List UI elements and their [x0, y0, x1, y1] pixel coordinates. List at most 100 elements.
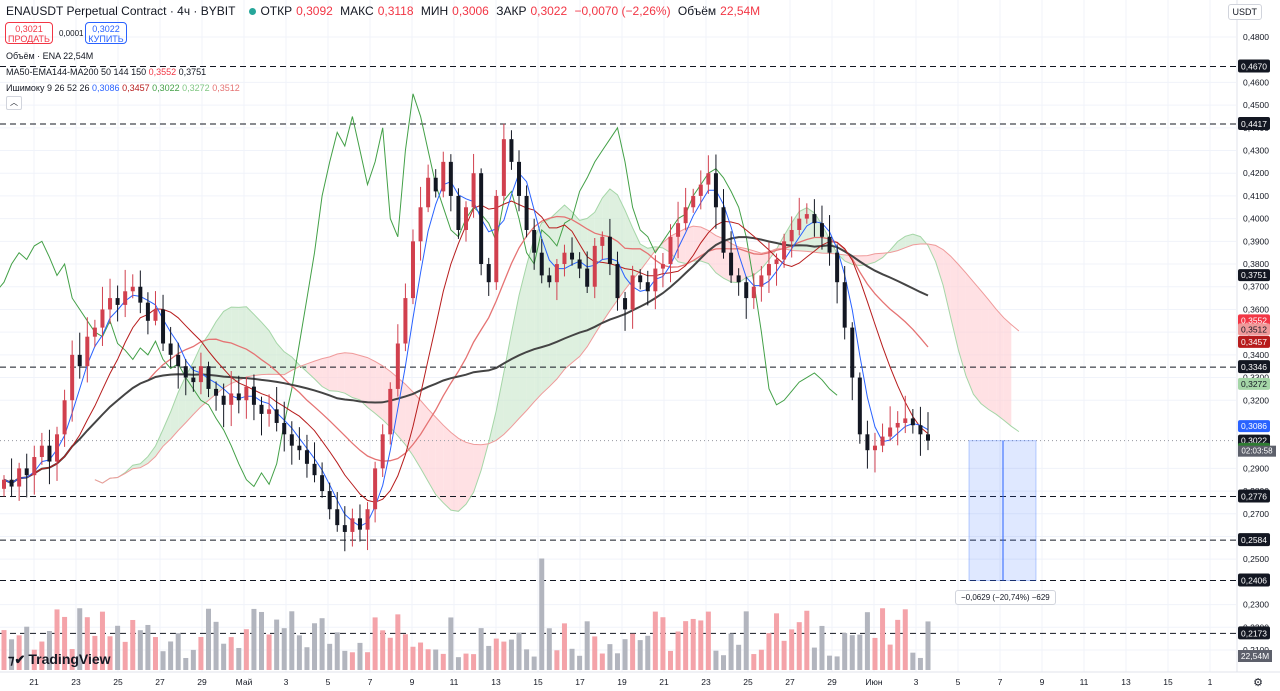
candle-body — [312, 463, 317, 476]
price-tick-label: 0,2900 — [1243, 463, 1269, 473]
gear-icon[interactable]: ⚙ — [1253, 676, 1263, 689]
candle-body — [570, 252, 575, 260]
candle-body — [441, 161, 446, 192]
buy-button[interactable]: 0,3022 КУПИТЬ — [85, 22, 127, 44]
time-tick-label: 13 — [491, 677, 501, 687]
cloud-segment — [443, 425, 451, 511]
cloud-segment — [867, 253, 875, 265]
candle-body — [388, 388, 393, 435]
cloud-segment — [950, 256, 959, 350]
candle-body — [706, 173, 711, 185]
cloud-segment — [352, 353, 360, 401]
cloud-segment — [238, 306, 247, 381]
candlesticks — [2, 123, 930, 552]
currency-selector[interactable]: USDT — [1227, 4, 1262, 20]
candle-body — [32, 457, 37, 476]
volume-bar — [501, 641, 507, 670]
ma-indicator-legend[interactable]: MA50-EMA144-MA200 50 144 150 0,3552 0,37… — [6, 67, 206, 77]
volume-bar — [115, 625, 121, 670]
volume-bar — [334, 632, 340, 670]
candle-body — [721, 207, 726, 253]
candle-body — [645, 282, 650, 292]
candle-body — [600, 236, 605, 246]
time-tick-label: 9 — [410, 677, 415, 687]
level-tag-label: 0,2584 — [1241, 535, 1267, 545]
time-tick-label: 27 — [785, 677, 795, 687]
candle-body — [759, 275, 764, 287]
cloud-segment — [216, 311, 224, 394]
price-tag — [1238, 377, 1270, 390]
ichimoku-value-4: 0,3272 — [182, 83, 210, 93]
price-tag-label: 0,3022 — [1241, 436, 1267, 446]
candle-body — [910, 418, 915, 426]
level-tag-label: 0,2776 — [1241, 492, 1267, 502]
cloud-segment — [223, 307, 232, 389]
volume-bar — [736, 644, 742, 670]
candle-body — [92, 327, 97, 337]
sell-button[interactable]: 0,3021 ПРОДАТЬ — [5, 22, 53, 44]
price-tick-label: 0,4500 — [1243, 100, 1269, 110]
candle-body — [842, 282, 847, 328]
cloud-segment — [587, 212, 595, 347]
candle-body — [676, 223, 681, 237]
sell-price: 0,3021 — [15, 24, 43, 34]
volume-bar — [16, 635, 22, 670]
price-tag — [1238, 314, 1270, 327]
volume-bar — [607, 644, 613, 670]
volume-bar — [486, 645, 492, 670]
price-tick-label: 0,3700 — [1243, 282, 1269, 292]
volume-bar — [539, 558, 545, 670]
ichimoku-cloud — [94, 188, 1012, 512]
candle-body — [161, 309, 166, 344]
cloud-segment — [329, 353, 338, 392]
volume-bar — [281, 628, 287, 670]
volume-bar — [145, 624, 151, 670]
volume-tag-label: 22,54M — [1241, 651, 1269, 661]
volume-bar — [92, 635, 98, 670]
time-tick-label: 1 — [1208, 677, 1213, 687]
cloud-segment — [647, 246, 656, 261]
candle-body — [70, 354, 75, 401]
ma-value-1: 0,3552 — [148, 67, 177, 77]
volume-bar — [471, 654, 477, 670]
candle-body — [297, 445, 302, 451]
volume-bar — [554, 650, 560, 670]
candle-body — [108, 298, 113, 310]
close-value: 0,3022 — [530, 4, 568, 18]
volume-bar — [1, 630, 7, 670]
price-tick-label: 0,4600 — [1243, 77, 1269, 87]
indicator-lines — [0, 93, 1020, 527]
chikou-span-line — [0, 93, 838, 488]
candle-body — [926, 434, 930, 441]
cloud-segment — [344, 352, 353, 398]
chevron-up-icon[interactable]: ︿ — [6, 96, 22, 110]
candle-body — [517, 161, 522, 196]
volume-bar — [84, 617, 90, 670]
candle-body — [683, 207, 688, 224]
candle-body — [691, 195, 696, 208]
volume-bar — [236, 647, 242, 670]
candle-body — [24, 468, 29, 476]
price-tag — [1238, 269, 1270, 282]
volume-bar — [380, 630, 386, 670]
time-tick-label: Июн — [865, 677, 882, 687]
volume-bar — [849, 635, 855, 670]
cloud-segment — [359, 355, 368, 408]
volume-bar — [455, 657, 461, 670]
candle-body — [130, 286, 135, 292]
volume-bar — [266, 634, 272, 670]
senkou-span-b-line — [94, 225, 1020, 484]
level-tag — [1238, 573, 1270, 587]
symbol-title[interactable]: ENAUSDT Perpetual Contract · 4ч · BYBIT — [6, 4, 236, 18]
price-tick-label: 0,3200 — [1243, 395, 1269, 405]
cloud-segment — [163, 411, 171, 447]
chart-grid — [0, 0, 1236, 672]
volume-indicator-legend[interactable]: Объём · ENA 22,54M — [6, 51, 94, 61]
time-tick-label: 7 — [998, 677, 1003, 687]
ichimoku-indicator-legend[interactable]: Ишимоку 9 26 52 26 0,3086 0,3457 0,3022 … — [6, 83, 240, 93]
price-tick-label: 0,4000 — [1243, 214, 1269, 224]
candle-body — [456, 195, 461, 230]
price-tag-label: 0,3272 — [1241, 379, 1267, 389]
candle-body — [895, 422, 900, 428]
